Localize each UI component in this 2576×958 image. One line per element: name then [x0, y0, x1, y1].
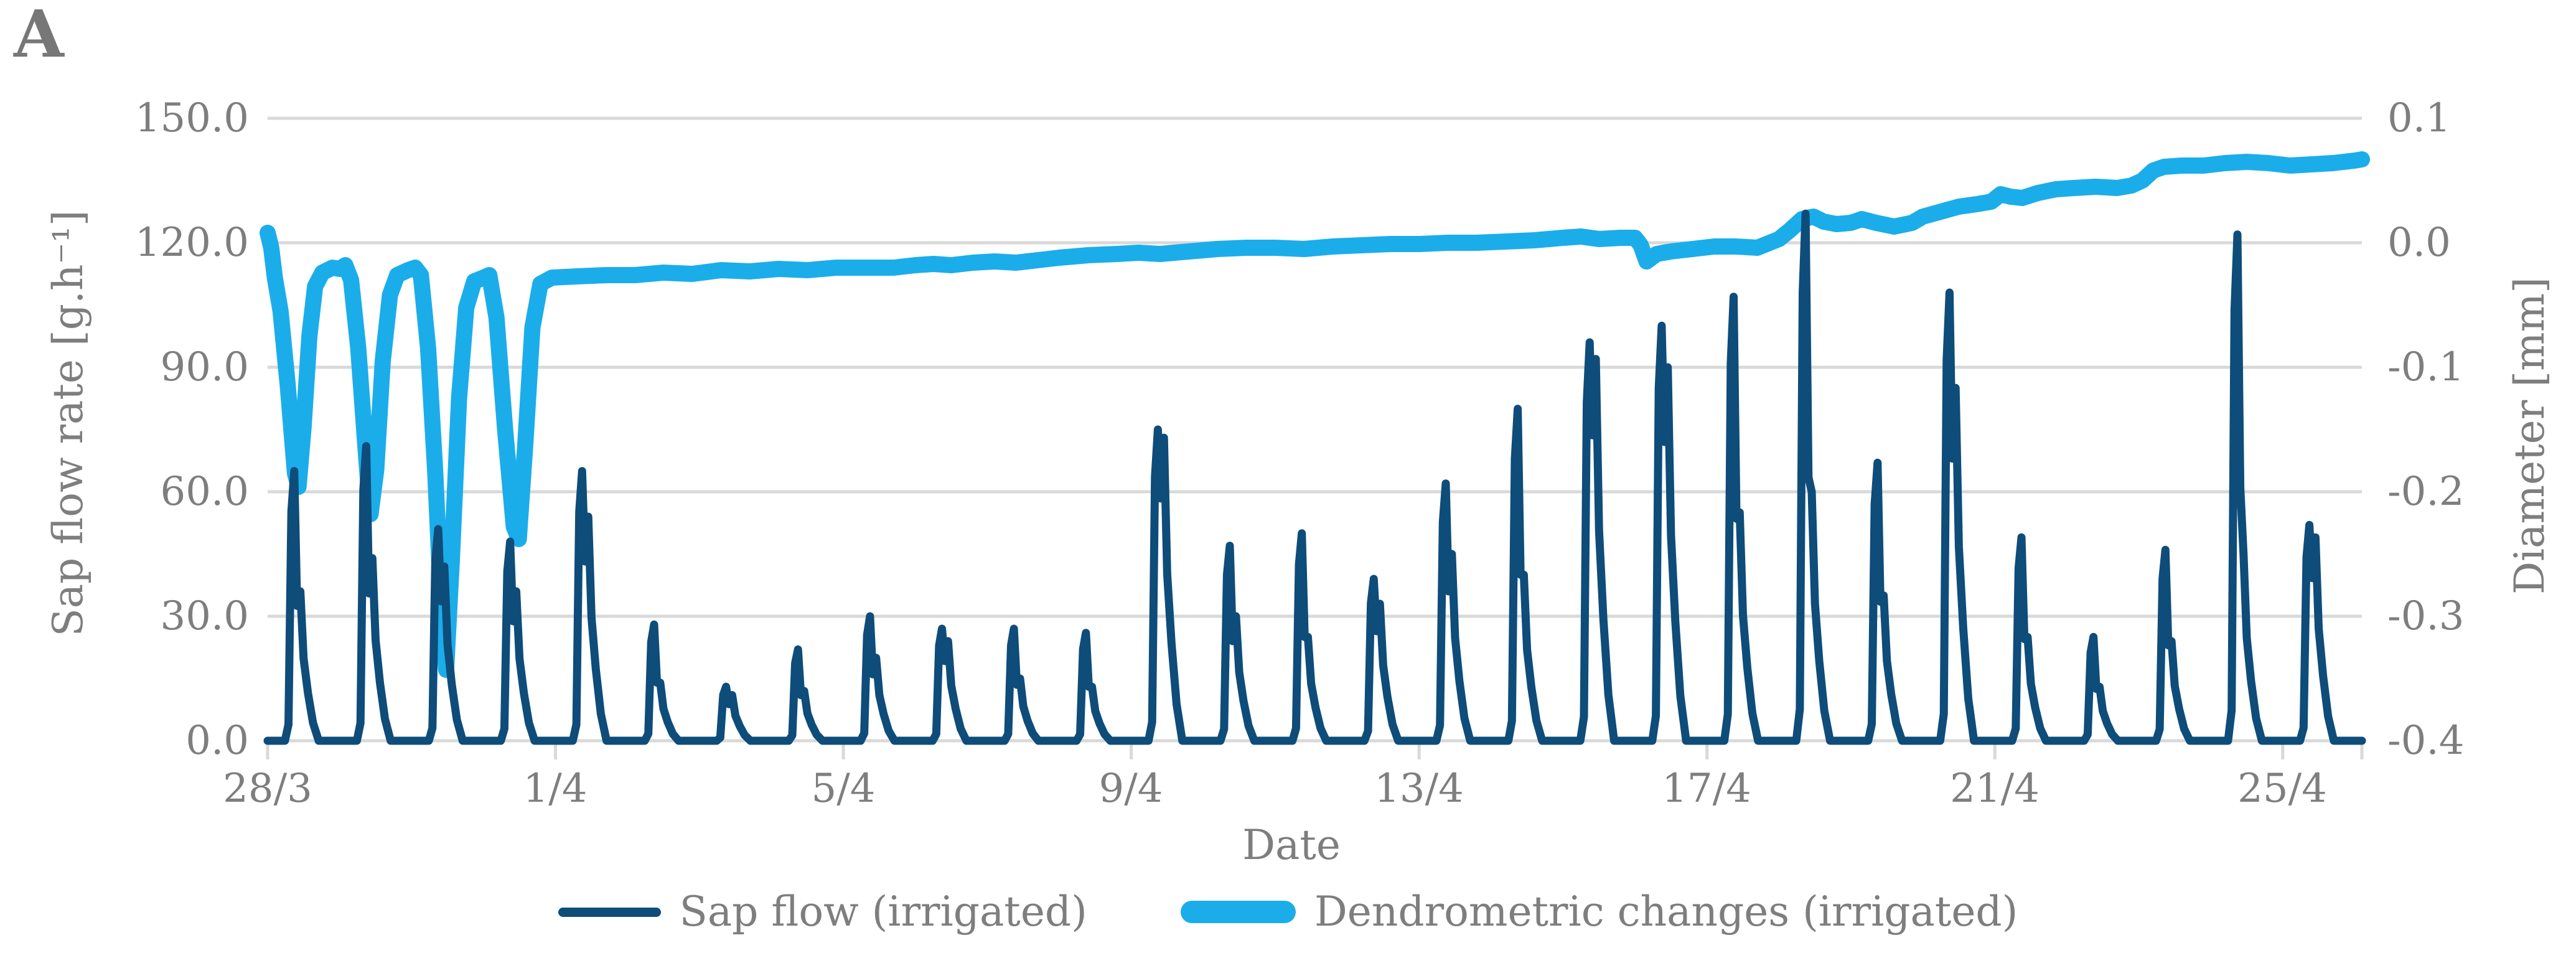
y-right-tick-m0p3: -0.3	[2387, 593, 2465, 639]
y-left-tick-120: 120.0	[134, 220, 249, 266]
legend-label-dendro: Dendrometric changes (irrigated)	[1314, 888, 2018, 936]
y-right-axis-title: Diameter [mm]	[2506, 277, 2554, 594]
dendro-line-swatch	[1180, 901, 1296, 923]
panel-label: A	[14, 0, 64, 72]
x-tick-28-3: 28/3	[223, 766, 312, 812]
data-series	[260, 151, 2370, 745]
y-left-tick-150: 150.0	[134, 95, 249, 141]
x-tick-13-4: 13/4	[1374, 766, 1464, 812]
y-right-tick-m0p1: -0.1	[2387, 344, 2465, 390]
y-right-tick-m0p4: -0.4	[2387, 718, 2465, 764]
legend-label-sap-flow: Sap flow (irrigated)	[679, 888, 1087, 936]
y-left-tick-90: 90.0	[160, 344, 250, 390]
gridlines	[266, 116, 2364, 759]
y-left-tick-60: 60.0	[160, 469, 250, 515]
legend-item-sap-flow: Sap flow (irrigated)	[558, 884, 1087, 940]
dendro-line	[260, 151, 2370, 678]
chart-legend: Sap flow (irrigated) Dendrometric change…	[0, 884, 2576, 940]
y-right-tick-0p1: 0.1	[2387, 95, 2451, 141]
x-tick-25-4: 25/4	[2237, 766, 2327, 812]
x-tick-21-4: 21/4	[1950, 766, 2040, 812]
sap-flow-line-swatch	[558, 907, 661, 917]
y-right-tick-m0p2: -0.2	[2387, 469, 2465, 515]
x-axis-title: Date	[1242, 821, 1341, 869]
y-right-tick-0p0: 0.0	[2387, 220, 2451, 266]
y-left-tick-0: 0.0	[185, 718, 249, 764]
x-tick-1-4: 1/4	[523, 766, 588, 812]
y-left-axis-title: Sap flow rate [g.h⁻¹]	[44, 210, 92, 637]
legend-item-dendro: Dendrometric changes (irrigated)	[1180, 884, 2018, 940]
x-tick-9-4: 9/4	[1098, 766, 1163, 812]
x-tick-5-4: 5/4	[811, 766, 876, 812]
x-tick-17-4: 17/4	[1662, 766, 1751, 812]
sap-flow-line	[263, 209, 2366, 745]
y-left-tick-30: 30.0	[160, 593, 250, 639]
